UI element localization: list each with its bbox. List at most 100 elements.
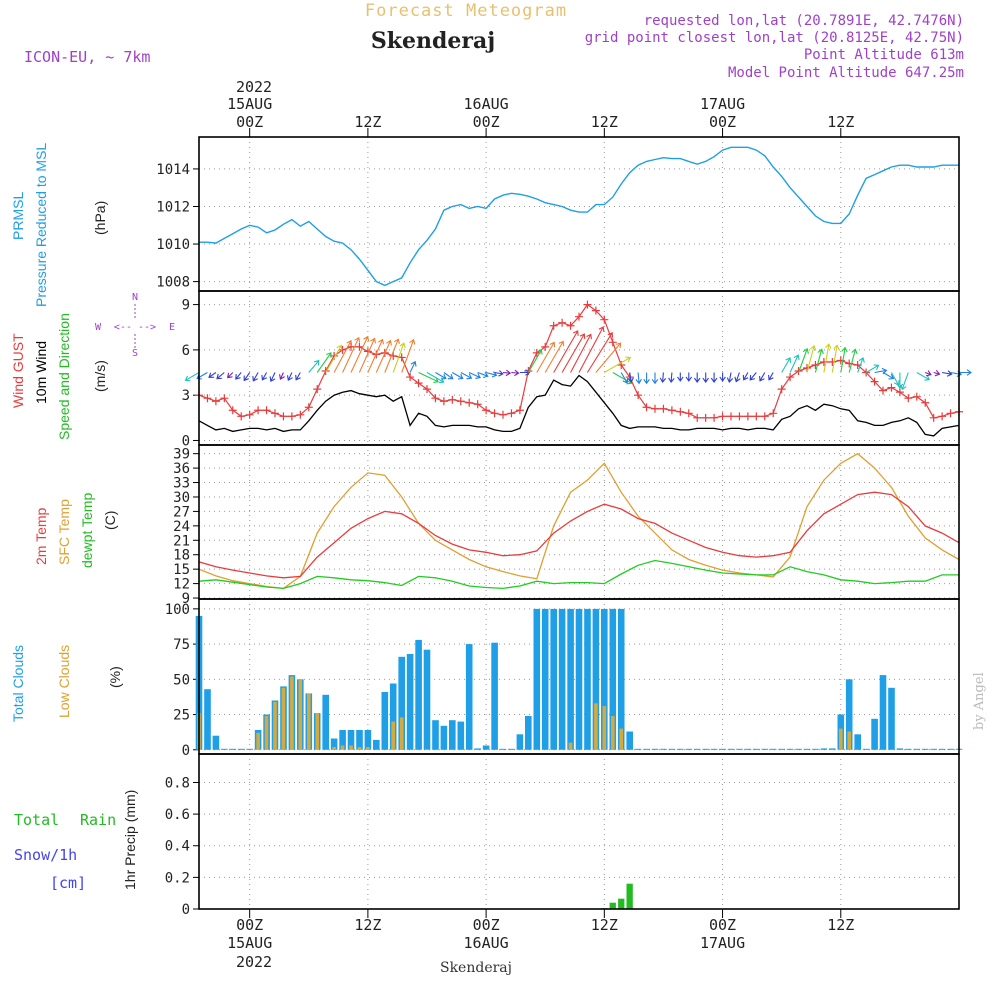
total-cloud-bar	[567, 608, 574, 750]
gust-marker	[769, 409, 778, 418]
low-cloud-bar	[847, 731, 851, 750]
y-tick-label: 15	[173, 562, 190, 578]
top-year: 2022	[236, 78, 272, 96]
low-cloud-bar	[340, 745, 345, 750]
total-cloud-bar	[204, 689, 211, 750]
wind-direction-arrow	[857, 357, 865, 373]
total-cloud-bar	[609, 608, 617, 750]
gust-marker	[887, 383, 896, 392]
low-clouds-label: Low Clouds	[56, 645, 72, 718]
model-altitude: Model Point Altitude 647.25m	[728, 65, 964, 81]
wind-direction-arrow	[295, 372, 301, 381]
pressure-reduced-label: Pressure Reduced to MSL	[33, 143, 49, 307]
top-tick-label: 00Z	[709, 113, 736, 131]
y-tick-label: 25	[173, 708, 190, 724]
gust-marker	[228, 406, 237, 415]
wind-direction-arrow	[865, 364, 880, 373]
gust-marker	[701, 413, 710, 422]
wind-direction-arrow	[759, 372, 766, 382]
wind-direction-arrow	[942, 370, 953, 377]
pressure-panel: 1008 1010 1012 1014	[156, 136, 960, 292]
low-cloud-bar	[307, 693, 311, 750]
total-cloud-bar	[643, 748, 650, 750]
low-cloud-bar	[568, 742, 573, 750]
gust-marker	[490, 409, 499, 418]
gust-marker	[600, 315, 609, 324]
total-cloud-bar	[237, 748, 245, 750]
wind-direction-arrow	[693, 372, 701, 384]
subtitle: Forecast Meteogram	[365, 1, 567, 21]
total-cloud-bar	[947, 748, 954, 750]
total-cloud-bar	[575, 608, 583, 750]
total-cloud-bar	[584, 608, 591, 750]
y-tick-label: 21	[173, 533, 190, 549]
wind-direction-arrow	[789, 354, 800, 373]
wind-direction-arrow	[261, 372, 268, 381]
snow-label: Snow/1h	[14, 846, 77, 864]
wind-direction-arrow	[749, 372, 757, 381]
total-cloud-bar	[533, 608, 541, 750]
gust-marker	[321, 367, 330, 376]
gust-marker	[862, 368, 871, 377]
low-cloud-bar	[839, 728, 843, 750]
wind-direction-arrow	[651, 372, 659, 385]
wind-direction-arrow	[561, 333, 586, 373]
total-cloud-bar	[482, 745, 490, 750]
total-cloud-bar	[617, 608, 625, 750]
y-tick-label: 1008	[156, 275, 190, 291]
gust-marker	[211, 397, 220, 406]
wind-direction-arrow	[806, 344, 817, 373]
total-cloud-bar	[803, 748, 811, 750]
gust-marker	[245, 410, 254, 419]
gust-marker	[684, 409, 693, 418]
point-altitude: Point Altitude 613m	[804, 47, 964, 63]
sfc-temp-line	[198, 452, 960, 590]
gust-marker	[439, 397, 448, 406]
wind-direction-arrow	[798, 347, 809, 373]
low-cloud-bar	[366, 747, 370, 750]
wind-direction-arrow	[494, 370, 504, 377]
wind-direction-arrow	[485, 371, 498, 378]
compass-n: N	[132, 292, 138, 303]
gust-marker	[220, 394, 229, 403]
gust-marker	[634, 391, 643, 400]
total-cloud-bar	[660, 748, 667, 750]
y-tick-label: 75	[173, 637, 190, 653]
total-cloud-bar	[845, 679, 853, 750]
gust-marker	[549, 321, 558, 330]
rain-total-label: Total	[14, 811, 59, 829]
wind-direction-arrow	[269, 372, 276, 383]
y-tick-label: 1012	[156, 199, 190, 215]
wind-direction-arrow	[900, 372, 909, 391]
total-cloud-bar	[693, 748, 701, 750]
total-cloud-bar	[905, 748, 912, 750]
compass-rose: N S W E <-- -->	[95, 292, 175, 359]
wind-direction-arrow	[933, 369, 941, 377]
top-tick-label: 00Z	[473, 113, 500, 131]
top-date-label: 17AUG	[700, 95, 745, 113]
low-cloud-bar	[256, 732, 260, 750]
wind-direction-arrow	[627, 372, 634, 383]
bottom-tick-label: 12Z	[827, 916, 854, 934]
total-cloud-bar	[440, 725, 448, 750]
total-cloud-bar	[508, 748, 515, 750]
gust-marker	[296, 410, 305, 419]
gust-marker	[304, 403, 313, 412]
wind-direction-arrow	[726, 372, 734, 383]
gust-marker	[718, 412, 727, 421]
total-cloud-bar	[474, 748, 481, 750]
compass-e: E	[169, 322, 175, 333]
top-tick-label: 00Z	[236, 113, 263, 131]
gust-marker	[786, 373, 795, 382]
wind-direction-arrow	[544, 340, 565, 373]
low-cloud-bar	[399, 717, 404, 750]
gust-marker	[287, 412, 296, 421]
gust-marker	[904, 394, 913, 403]
wind-gust-label: Wind GUST	[10, 333, 26, 408]
y-tick-label: 100	[165, 602, 190, 618]
gust-marker	[279, 412, 288, 421]
gust-marker	[879, 386, 887, 395]
gust-marker	[254, 406, 263, 415]
